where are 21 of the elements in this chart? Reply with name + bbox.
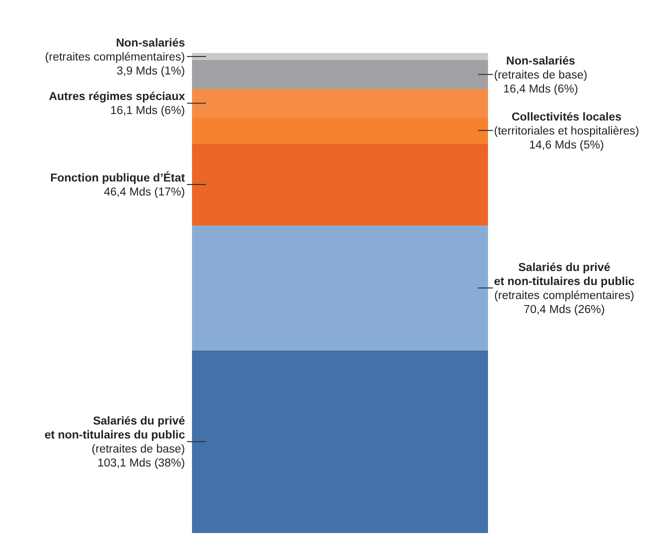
bar (192, 226, 488, 350)
bar (192, 88, 488, 118)
series-label: Non-salariés (116, 37, 185, 50)
data-label: (retraites complémentaires) 3,9 Mds (1%) (45, 51, 186, 78)
data-label: 46,4 Mds (17%) (104, 186, 186, 198)
bar (192, 350, 488, 533)
series-label: Salariés du privé et non-titulaires du public (44, 416, 186, 442)
series-label: Non-salariés (506, 55, 576, 68)
bar (192, 60, 488, 89)
data-label: (retraites complémentaires) 70,4 Mds (26%) (494, 290, 634, 316)
data-label: (territoriales et hospitalières) 14,6 Mds (5%) (494, 125, 640, 152)
bar (192, 117, 488, 144)
series-label: Salariés du privé et non-titulaires du public (494, 262, 636, 288)
series-label: Fonction publique d’État (50, 170, 186, 184)
bar (192, 143, 488, 226)
data-label: (retraites de base) 16,4 Mds (6%) (494, 69, 588, 96)
text: Collectivités locales (512, 111, 622, 124)
data-label: 16,1 Mds (6%) (110, 105, 186, 118)
data-label: (retraites de base) 103,1 Mds (38%) (92, 444, 186, 470)
series-label: Autres régimes spéciaux (48, 91, 186, 104)
bar (192, 53, 488, 60)
